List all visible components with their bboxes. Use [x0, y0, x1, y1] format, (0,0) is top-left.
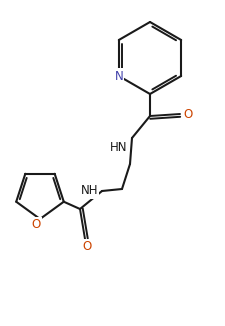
Text: HN: HN	[110, 141, 127, 154]
Text: O: O	[183, 108, 193, 121]
Text: O: O	[31, 218, 41, 231]
Text: O: O	[82, 241, 92, 254]
Text: N: N	[115, 69, 123, 82]
Text: NH: NH	[81, 185, 98, 198]
